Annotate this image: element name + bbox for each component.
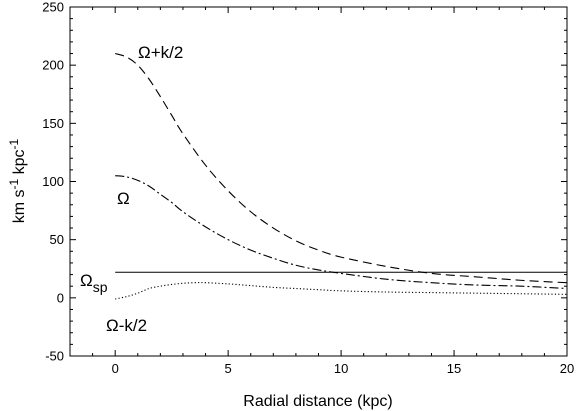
data-curves bbox=[115, 53, 568, 300]
axis-tick-labels: 0 5 10 15 20 -50 0 50 100 150 200 250 bbox=[42, 0, 574, 376]
x-tick-label: 5 bbox=[225, 361, 232, 376]
y-axis-label-main: km s bbox=[11, 189, 28, 223]
y-tick-label: 200 bbox=[42, 58, 64, 73]
label-omega-plus-k2: Ω+k/2 bbox=[138, 43, 183, 62]
y-tick-label: 100 bbox=[42, 174, 64, 189]
x-tick-label: 15 bbox=[447, 361, 461, 376]
label-omega-sp-main: Ω bbox=[80, 271, 93, 290]
y-tick-label: 50 bbox=[50, 232, 64, 247]
x-tick-label: 20 bbox=[560, 361, 574, 376]
y-axis-label-mid: kpc bbox=[11, 149, 28, 178]
label-omega: Ω bbox=[117, 189, 130, 208]
y-axis-label: km s-1 kpc-1 bbox=[7, 138, 28, 223]
omega-curve bbox=[115, 175, 568, 290]
label-omega-sp-sub: sp bbox=[93, 279, 108, 295]
x-tick-label: 10 bbox=[334, 361, 348, 376]
omega-plus-k2-curve bbox=[115, 53, 568, 284]
label-omega-minus-k2: Ω-k/2 bbox=[106, 316, 147, 335]
omega-minus-k2-curve bbox=[115, 282, 568, 300]
y-tick-label: -50 bbox=[45, 349, 64, 364]
x-tick-label: 0 bbox=[112, 361, 119, 376]
y-tick-label: 150 bbox=[42, 116, 64, 131]
label-omega-sp: Ωsp bbox=[80, 271, 108, 295]
x-axis-label: Radial distance (kpc) bbox=[243, 393, 392, 410]
y-tick-label: 250 bbox=[42, 0, 64, 15]
y-axis-label-sup2: -1 bbox=[7, 138, 21, 149]
y-axis-label-sup1: -1 bbox=[7, 178, 21, 189]
y-tick-label: 0 bbox=[57, 290, 64, 305]
axis-ticks bbox=[69, 6, 568, 357]
